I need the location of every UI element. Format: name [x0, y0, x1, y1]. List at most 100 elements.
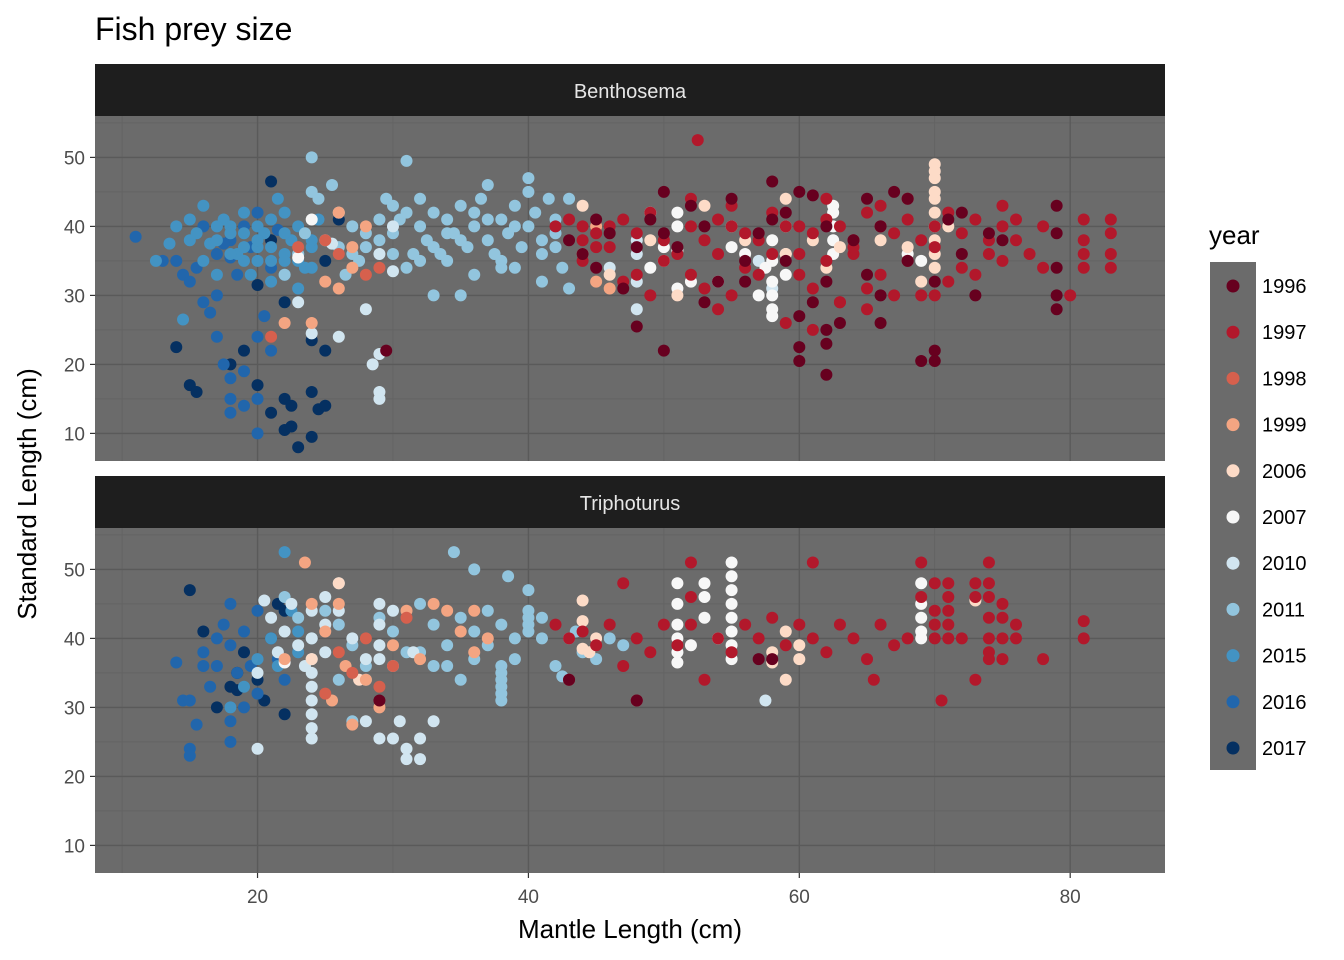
data-point-2011: [508, 220, 521, 233]
data-point-1997: [928, 604, 941, 617]
data-point-2007: [725, 597, 738, 610]
data-point-2016: [237, 625, 250, 638]
data-point-1997: [955, 261, 968, 274]
data-point-1997: [806, 556, 819, 569]
data-point-1999: [468, 646, 481, 659]
data-point-2007: [915, 632, 928, 645]
data-point-2011: [495, 254, 508, 267]
data-point-2007: [779, 268, 792, 281]
data-point-1999: [427, 597, 440, 610]
data-point-2015: [278, 546, 291, 559]
data-point-2011: [386, 199, 399, 212]
data-point-1999: [481, 632, 494, 645]
data-point-2015: [210, 234, 223, 247]
data-point-1997: [779, 639, 792, 652]
data-point-2007: [915, 577, 928, 590]
data-point-2007: [671, 597, 684, 610]
y-tick-label: 10: [64, 836, 85, 857]
data-point-1997: [549, 220, 562, 233]
data-point-2011: [468, 206, 481, 219]
data-point-1998: [265, 330, 278, 343]
data-point-2010: [359, 653, 372, 666]
data-point-2016: [231, 666, 244, 679]
data-point-1997: [969, 268, 982, 281]
data-point-1997: [576, 220, 589, 233]
data-point-1996: [1050, 227, 1063, 240]
data-point-2016: [210, 632, 223, 645]
data-point-1997: [861, 653, 874, 666]
data-point-2011: [386, 248, 399, 260]
data-point-2017: [265, 175, 278, 188]
data-point-2010: [386, 265, 399, 278]
data-point-2011: [427, 289, 440, 302]
data-point-1997: [982, 248, 995, 260]
data-point-1997: [1104, 261, 1117, 274]
data-point-1997: [1010, 234, 1023, 247]
legend-label-2007: 2007: [1262, 507, 1307, 529]
data-point-1996: [657, 227, 670, 240]
data-point-1996: [1050, 199, 1063, 212]
data-point-1997: [928, 632, 941, 645]
data-point-1996: [563, 234, 576, 247]
data-point-1996: [874, 289, 887, 302]
data-point-2017: [319, 344, 332, 357]
data-point-1997: [725, 646, 738, 659]
data-point-2017: [190, 386, 203, 398]
data-point-1997: [739, 227, 752, 240]
data-point-2010: [414, 753, 427, 766]
data-point-2016: [265, 344, 278, 357]
x-tick-label: 80: [1060, 887, 1081, 908]
data-point-2015: [278, 227, 291, 240]
data-point-2011: [373, 213, 386, 226]
data-point-2011: [515, 241, 528, 254]
data-point-2010: [292, 639, 305, 652]
data-point-2011: [298, 227, 311, 240]
data-point-2010: [305, 708, 318, 721]
data-point-1997: [982, 556, 995, 569]
data-point-1996: [739, 254, 752, 267]
data-point-2010: [305, 694, 318, 707]
plot-area-triphoturus: [95, 528, 1165, 873]
data-point-1997: [969, 673, 982, 686]
data-point-2017: [210, 701, 223, 714]
data-point-1997: [874, 618, 887, 631]
data-point-2011: [454, 234, 467, 247]
data-point-1997: [793, 618, 806, 631]
data-point-1997: [739, 618, 752, 631]
legend-swatch-2016: [1226, 695, 1240, 709]
data-point-1996: [942, 213, 955, 226]
data-point-2016: [210, 248, 223, 260]
legend-items: 1996 1997 1998 1999 2006 2007 2010 2011 2015 2016…: [1226, 276, 1307, 760]
data-point-1997: [955, 632, 968, 645]
data-point-2015: [251, 220, 264, 233]
data-point-1999: [346, 261, 359, 274]
data-point-1996: [739, 275, 752, 288]
data-point-1997: [867, 673, 880, 686]
data-point-2011: [549, 241, 562, 254]
data-point-1997: [942, 577, 955, 590]
data-point-1997: [942, 632, 955, 645]
data-point-2015: [210, 220, 223, 233]
data-point-2015: [265, 275, 278, 288]
data-point-1997: [617, 577, 630, 590]
data-point-1997: [1010, 618, 1023, 631]
data-point-1996: [969, 289, 982, 302]
data-point-2017: [319, 399, 332, 412]
data-point-1997: [1010, 632, 1023, 645]
data-point-2015: [265, 632, 278, 645]
data-point-1996: [820, 220, 833, 233]
data-point-1997: [752, 632, 765, 645]
data-point-1996: [861, 268, 874, 281]
data-point-1997: [833, 618, 846, 631]
data-point-2011: [556, 261, 569, 274]
data-point-2016: [224, 639, 237, 652]
data-point-2006: [874, 234, 887, 247]
data-point-1997: [928, 220, 941, 233]
data-point-2016: [204, 680, 217, 693]
data-point-2006: [928, 185, 941, 198]
data-point-2010: [278, 625, 291, 638]
data-point-1997: [996, 220, 1009, 233]
data-point-2006: [576, 199, 589, 212]
y-axis-label: Standard Length (cm): [12, 368, 42, 619]
data-point-2017: [285, 399, 298, 412]
